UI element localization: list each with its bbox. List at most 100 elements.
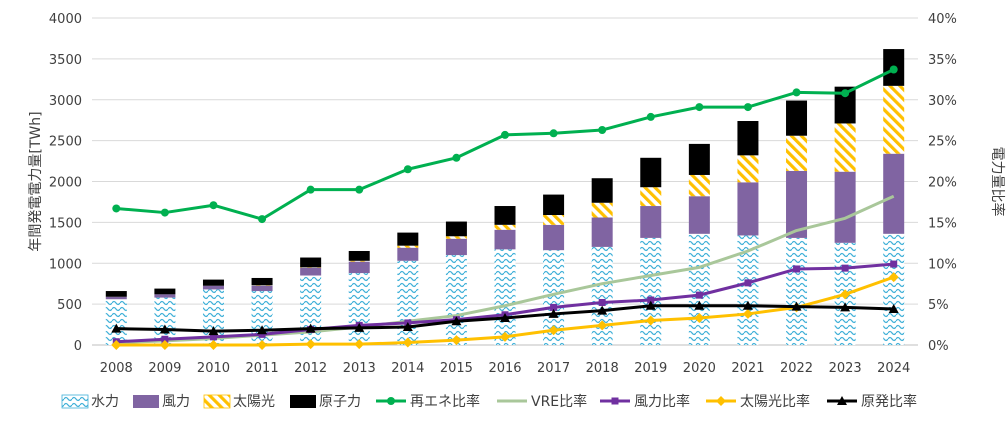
bar-segment: [786, 101, 807, 136]
bar-segment: [495, 225, 516, 230]
line-point: [112, 204, 120, 212]
y2-tick-label: 25%: [928, 135, 957, 150]
bar-segment: [495, 249, 516, 345]
bar-segment: [300, 276, 321, 345]
line-point: [793, 88, 801, 96]
x-tick-label: 2011: [246, 361, 279, 376]
line-point: [696, 292, 703, 299]
y-tick-label: 1000: [49, 257, 82, 272]
bar-segment: [349, 261, 370, 262]
bar-segment: [592, 203, 613, 218]
y-tick-label: 3500: [49, 53, 82, 68]
y-tick-label: 2500: [49, 135, 82, 150]
x-tick-label: 2008: [100, 361, 133, 376]
legend-swatch: [62, 395, 88, 408]
x-tick-label: 2018: [586, 361, 619, 376]
legend-swatch: [133, 395, 159, 408]
bar-segment: [446, 239, 467, 255]
y2-tick-label: 0%: [928, 339, 949, 354]
y2-tick-label: 15%: [928, 216, 957, 231]
y2-tick-label: 20%: [928, 176, 957, 191]
line-point: [307, 186, 315, 194]
y-tick-label: 1500: [49, 216, 82, 231]
bar-segment: [543, 215, 564, 225]
x-tick-label: 2015: [440, 361, 473, 376]
x-tick-label: 2013: [343, 361, 376, 376]
bar-segment: [737, 121, 758, 155]
y-tick-label: 4000: [49, 12, 82, 27]
bar-segment: [203, 286, 224, 290]
y2-tick-label: 35%: [928, 53, 957, 68]
bar-segment: [543, 195, 564, 215]
line-point: [842, 265, 849, 272]
line-point: [501, 131, 509, 139]
bar-segment: [397, 233, 418, 246]
line-point: [209, 201, 217, 209]
bar-segment: [592, 217, 613, 246]
legend-label: 水力: [91, 394, 119, 410]
bar-segment: [592, 178, 613, 203]
legend-label: 再エネ比率: [410, 393, 480, 410]
line-point: [355, 186, 363, 194]
bar-segment: [203, 280, 224, 286]
x-tick-label: 2017: [537, 361, 570, 376]
y2-tick-label: 5%: [928, 298, 949, 313]
x-tick-label: 2023: [829, 361, 862, 376]
x-tick-label: 2010: [197, 361, 230, 376]
y-tick-label: 0: [74, 339, 82, 354]
line-point: [161, 209, 169, 217]
bar-segment: [349, 273, 370, 345]
bar-segment: [446, 236, 467, 238]
bar-segment: [640, 238, 661, 345]
line-point: [695, 103, 703, 111]
bar-segment: [300, 258, 321, 268]
bar-segment: [640, 206, 661, 238]
legend-label: 風力: [162, 394, 190, 410]
x-tick-label: 2014: [391, 361, 424, 376]
legend-label: 原発比率: [861, 393, 917, 410]
bar-segment: [883, 86, 904, 154]
line-point: [387, 397, 395, 405]
bar-segment: [737, 182, 758, 235]
y-axis-title: 年間発電電力量[TWh]: [28, 111, 44, 251]
series-line: [116, 70, 893, 220]
bar-segment: [883, 234, 904, 345]
bar-segment: [252, 286, 273, 291]
line-point: [890, 66, 898, 74]
bar-segment: [397, 246, 418, 248]
stacked-bars: [106, 49, 904, 345]
line-series: [112, 66, 897, 224]
bar-segment: [689, 175, 710, 196]
bar-segment: [786, 136, 807, 171]
line-point: [404, 165, 412, 173]
line-point: [744, 279, 751, 286]
bar-segment: [689, 196, 710, 234]
legend-swatch: [204, 395, 230, 408]
bar-segment: [883, 154, 904, 234]
bar-segment: [640, 187, 661, 206]
y2-tick-label: 40%: [928, 12, 957, 27]
line-point: [647, 113, 655, 121]
bar-segment: [640, 158, 661, 187]
x-tick-label: 2016: [488, 361, 521, 376]
line-point: [550, 129, 558, 137]
bar-segment: [786, 238, 807, 345]
line-point: [258, 215, 266, 223]
bar-segment: [446, 255, 467, 345]
x-tick-label: 2021: [731, 361, 764, 376]
bar-segment: [106, 291, 127, 297]
legend-swatch: [290, 395, 316, 408]
bar-segment: [835, 172, 856, 243]
bar-segment: [252, 278, 273, 285]
legend-label: VRE比率: [531, 393, 587, 410]
line-point: [744, 103, 752, 111]
bar-segment: [397, 248, 418, 261]
y2-tick-label: 30%: [928, 94, 957, 109]
bar-segment: [689, 234, 710, 345]
bar-segment: [154, 289, 175, 295]
bar-segment: [689, 144, 710, 175]
bar-segment: [300, 268, 321, 276]
bar-segment: [446, 222, 467, 237]
x-tick-label: 2009: [148, 361, 181, 376]
